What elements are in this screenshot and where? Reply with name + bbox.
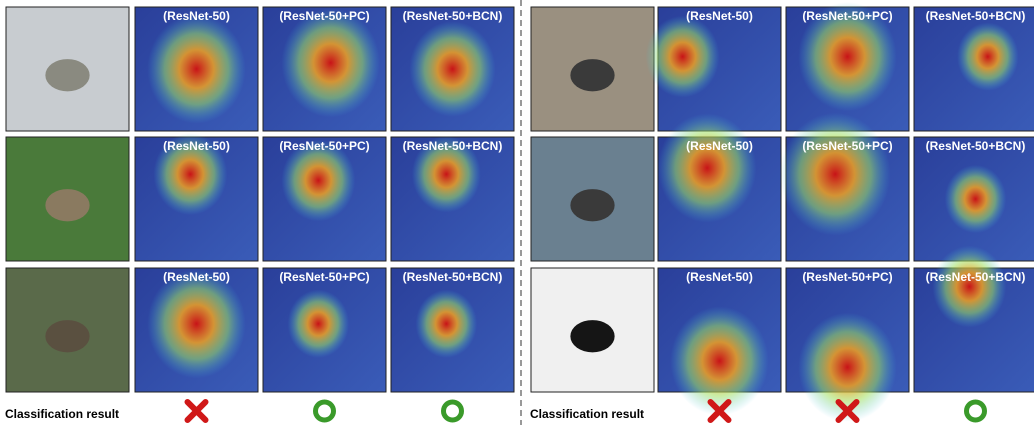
- heatmap-blob: [932, 246, 1006, 328]
- heatmap-label: (ResNet-50+BCN): [403, 9, 503, 23]
- bird: [570, 59, 614, 91]
- heatmap-blob: [281, 8, 379, 117]
- bird: [45, 59, 89, 91]
- heatmap-blob: [945, 165, 1007, 233]
- heatmap-label: (ResNet-50): [163, 270, 230, 284]
- heatmap-label: (ResNet-50): [163, 139, 230, 153]
- heatmap-label: (ResNet-50+PC): [802, 139, 892, 153]
- heatmap-label: (ResNet-50+BCN): [926, 270, 1026, 284]
- bird: [570, 189, 614, 221]
- heatmap-label: (ResNet-50+PC): [279, 139, 369, 153]
- heatmap-blob: [646, 16, 720, 98]
- panel: (ResNet-50) (ResNet-50+PC) (ResNet-50+BCN)…: [6, 7, 514, 392]
- heatmap-label: (ResNet-50+PC): [279, 270, 369, 284]
- heatmap-label: (ResNet-50+PC): [279, 9, 369, 23]
- heatmap-blob: [147, 269, 245, 378]
- heatmap-label: (ResNet-50): [163, 9, 230, 23]
- heatmap-label: (ResNet-50+BCN): [926, 9, 1026, 23]
- heatmap-label: (ResNet-50): [686, 139, 753, 153]
- heatmap-label: (ResNet-50+PC): [802, 9, 892, 23]
- bird: [45, 189, 89, 221]
- cross-icon: [188, 402, 206, 420]
- bird: [570, 320, 614, 352]
- heatmap-label: (ResNet-50+PC): [802, 270, 892, 284]
- heatmap-blob: [957, 23, 1019, 91]
- heatmap-blob: [658, 113, 756, 222]
- circle-icon: [967, 402, 985, 420]
- bird: [45, 320, 89, 352]
- heatmap-blob: [670, 306, 768, 415]
- result-label: Classification result: [530, 407, 644, 421]
- heatmap-label: (ResNet-50+BCN): [403, 270, 503, 284]
- figure: (ResNet-50) (ResNet-50+PC) (ResNet-50+BCN)…: [0, 0, 1034, 425]
- heatmap-blob: [288, 290, 350, 358]
- result-label: Classification result: [5, 407, 119, 421]
- heatmap-label: (ResNet-50): [686, 9, 753, 23]
- heatmap-blob: [409, 21, 495, 116]
- heatmap-label: (ResNet-50): [686, 270, 753, 284]
- circle-icon: [316, 402, 334, 420]
- heatmap-label: (ResNet-50+BCN): [926, 139, 1026, 153]
- heatmap-blob: [147, 14, 245, 123]
- heatmap-blob: [416, 290, 478, 358]
- heatmap-blob: [798, 313, 896, 422]
- circle-icon: [444, 402, 462, 420]
- panel: (ResNet-50) (ResNet-50+PC) (ResNet-50+BCN)…: [531, 2, 1034, 422]
- heatmap-label: (ResNet-50+BCN): [403, 139, 503, 153]
- heatmap-blob: [780, 113, 891, 236]
